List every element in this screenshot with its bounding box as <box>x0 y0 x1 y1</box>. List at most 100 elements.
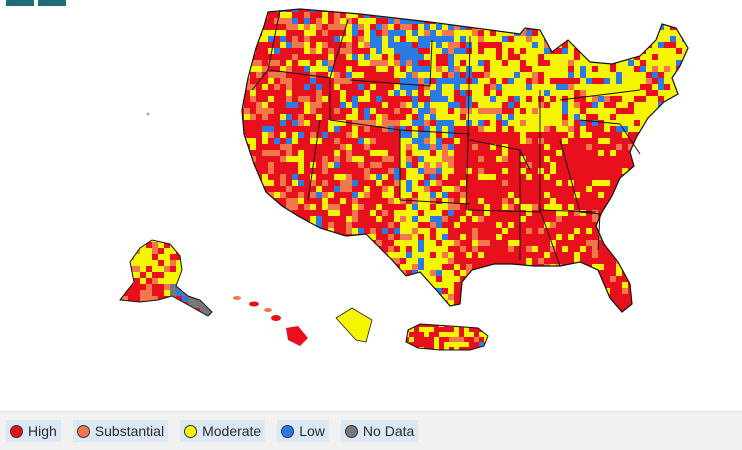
county-cell <box>310 9 317 13</box>
county-cell <box>418 162 425 169</box>
toolbar-button[interactable] <box>38 0 66 6</box>
county-cell <box>334 222 341 229</box>
county-cell <box>502 54 509 61</box>
county-cell <box>280 252 287 259</box>
county-cell <box>419 342 425 348</box>
county-cell <box>316 24 323 31</box>
county-cell <box>262 288 269 295</box>
county-cell <box>424 294 431 301</box>
county-cell <box>280 48 287 55</box>
county-cell <box>430 186 437 193</box>
county-cell <box>460 264 467 271</box>
county-cell <box>268 270 275 277</box>
county-cell <box>604 108 611 115</box>
county-cell <box>454 78 461 85</box>
county-cell <box>646 306 653 312</box>
county-cell <box>508 138 515 145</box>
county-cell <box>586 276 593 283</box>
transmission-map[interactable] <box>0 0 742 400</box>
legend-item-substantial[interactable]: Substantial <box>72 420 169 442</box>
legend-item-no-data[interactable]: No Data <box>340 420 419 442</box>
county-cell <box>250 138 257 145</box>
county-cell <box>292 114 299 121</box>
county-cell <box>514 114 521 121</box>
county-cell <box>412 306 419 312</box>
hawaii-region <box>233 296 308 346</box>
county-cell <box>352 132 359 139</box>
county-cell <box>556 288 563 295</box>
county-cell <box>652 126 659 133</box>
county-cell <box>658 30 665 37</box>
county-cell <box>526 42 533 49</box>
county-cell <box>274 186 281 193</box>
county-cell <box>328 294 335 301</box>
legend-item-moderate[interactable]: Moderate <box>180 420 266 442</box>
county-cell <box>316 180 323 187</box>
county-cell <box>424 347 430 350</box>
county-cell <box>176 302 183 309</box>
county-cell <box>586 156 593 163</box>
county-cell <box>358 294 365 301</box>
county-cell <box>370 132 377 139</box>
legend-item-low[interactable]: Low <box>277 420 329 442</box>
county-cell <box>466 132 473 139</box>
county-cell <box>120 284 123 291</box>
county-cell <box>670 228 677 235</box>
county-cell <box>478 60 485 67</box>
county-cell <box>212 308 218 314</box>
county-cell <box>670 138 677 145</box>
county-cell <box>406 12 413 19</box>
county-cell <box>352 60 359 67</box>
county-cell <box>436 78 443 85</box>
county-cell <box>376 90 383 97</box>
county-cell <box>268 234 275 241</box>
county-cell <box>544 84 551 91</box>
county-cell <box>604 18 611 25</box>
county-cell <box>484 168 491 175</box>
county-cell <box>158 254 165 261</box>
legend-item-high[interactable]: High <box>6 420 61 442</box>
county-cell <box>670 252 677 259</box>
county-cell <box>412 180 419 187</box>
county-cell <box>544 114 551 121</box>
county-cell <box>459 337 465 343</box>
county-cell <box>532 48 539 55</box>
county-cell <box>688 114 694 120</box>
county-cell <box>274 192 281 199</box>
county-cell <box>472 312 478 318</box>
county-cell <box>352 48 359 55</box>
county-cell <box>598 108 605 115</box>
county-cell <box>604 78 611 85</box>
county-cell <box>460 156 467 163</box>
county-cell <box>370 60 377 67</box>
county-cell <box>268 144 275 151</box>
county-cell <box>382 312 388 318</box>
county-cell <box>484 270 491 277</box>
county-cell <box>358 156 365 163</box>
county-cell <box>532 234 539 241</box>
county-cell <box>454 60 461 67</box>
county-cell <box>340 66 347 73</box>
county-cell <box>538 114 545 121</box>
county-cell <box>646 258 653 265</box>
county-cell <box>532 294 539 301</box>
county-cell <box>640 42 647 49</box>
county-cell <box>304 66 311 73</box>
county-cell <box>304 306 311 312</box>
county-cell <box>622 108 629 115</box>
county-cell <box>352 288 359 295</box>
county-cell <box>346 132 353 139</box>
county-cell <box>292 150 299 157</box>
county-cell <box>358 9 365 13</box>
county-cell <box>370 30 377 37</box>
county-cell <box>670 42 677 49</box>
county-cell <box>472 180 479 187</box>
county-cell <box>250 306 257 312</box>
county-cell <box>598 144 605 151</box>
toolbar-button[interactable] <box>6 0 34 6</box>
county-cell <box>376 198 383 205</box>
county-cell <box>616 54 623 61</box>
county-cell <box>358 120 365 127</box>
county-cell <box>670 210 677 217</box>
county-cell <box>424 138 431 145</box>
